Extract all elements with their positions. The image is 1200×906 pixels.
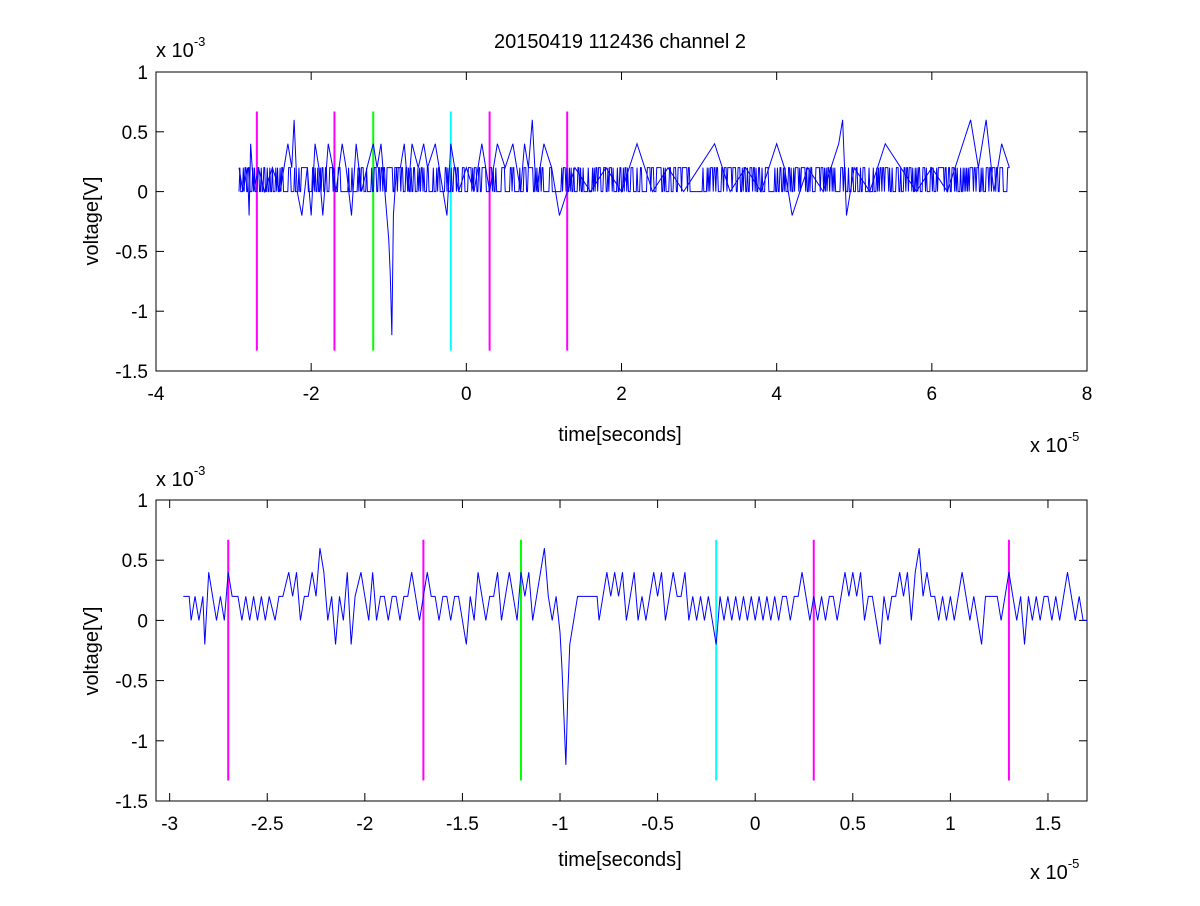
y-tick-label-top: 0 (137, 183, 148, 204)
y-tick-label-top: -0.5 (115, 242, 148, 263)
x-tick-label-top: -2 (303, 384, 320, 405)
x-tick-label-bottom: 0.5 (840, 814, 866, 835)
x-tick-label-top: 8 (1082, 384, 1093, 405)
x-tick-label-bottom: -1 (552, 814, 569, 835)
plot-frame-top (155, 71, 1088, 372)
event-markers-bottom (227, 539, 1010, 781)
y-axis-label-bottom: voltage[V] (81, 607, 103, 696)
y-tick-label-bottom: -1 (131, 732, 148, 753)
event-markers-top (255, 111, 569, 351)
x-tick-label-bottom: -2 (356, 814, 373, 835)
x-tick-label-bottom: -3 (161, 814, 178, 835)
y-tick-label-top: -1 (131, 302, 148, 323)
x-tick-label-bottom: -0.5 (641, 814, 674, 835)
y-tick-label-bottom: 0.5 (122, 551, 148, 572)
signal-noise-fill (238, 167, 1010, 193)
axes-bottom: -3 -2.5 -2 -1.5 -1 -0.5 0 0.5 1 1.5 -1.5 -1 -0.5 0 0.5… (81, 463, 1088, 884)
x-multiplier-top: x 10-5 (1030, 429, 1079, 457)
x-multiplier-bottom: x 10-5 (1030, 856, 1079, 884)
x-tick-label-bottom: 0 (750, 814, 761, 835)
x-tick-label-top: -4 (148, 384, 165, 405)
plot-frame-bottom (155, 499, 1088, 802)
x-tick-label-top: 6 (927, 384, 938, 405)
y-tick-label-top: 1 (137, 63, 148, 84)
x-tick-label-top: 2 (616, 384, 627, 405)
figure-title: 20150419 112436 channel 2 (494, 31, 746, 53)
y-multiplier-bottom: x 10-3 (156, 463, 205, 491)
axis-ticks-bottom: -3 -2.5 -2 -1.5 -1 -0.5 0 0.5 1 1.5 -1.5 -1 -0.5 0 0.5… (115, 491, 1087, 835)
y-tick-label-bottom: 0 (137, 611, 148, 632)
signal-line (183, 548, 1087, 765)
x-tick-label-bottom: 1.5 (1035, 814, 1061, 835)
signal-line (238, 119, 1010, 336)
x-tick-label-top: 0 (461, 384, 472, 405)
y-tick-label-top: -1.5 (115, 362, 148, 383)
x-tick-label-bottom: -1.5 (446, 814, 479, 835)
axis-ticks-top: -4 -2 0 2 4 6 8 -1.5 -1 -0.5 0 0.5 1 (115, 63, 1092, 405)
y-axis-label-top: voltage[V] (81, 177, 103, 266)
signal-trace-bottom (183, 548, 1087, 765)
x-axis-label-bottom: time[seconds] (558, 849, 681, 871)
x-tick-label-bottom: 1 (945, 814, 956, 835)
x-axis-label-top: time[seconds] (558, 424, 681, 446)
y-multiplier-top: x 10-3 (156, 34, 205, 62)
y-tick-label-bottom: 1 (137, 491, 148, 512)
y-tick-label-bottom: -0.5 (115, 672, 148, 693)
axes-top: -4 -2 0 2 4 6 8 -1.5 -1 -0.5 0 0.5 1 time[seconds] v… (81, 34, 1092, 457)
x-tick-label-bottom: -2.5 (251, 814, 284, 835)
y-tick-label-bottom: -1.5 (115, 792, 148, 813)
x-tick-label-top: 4 (771, 384, 782, 405)
y-tick-label-top: 0.5 (122, 123, 148, 144)
signal-trace-top (238, 119, 1010, 336)
